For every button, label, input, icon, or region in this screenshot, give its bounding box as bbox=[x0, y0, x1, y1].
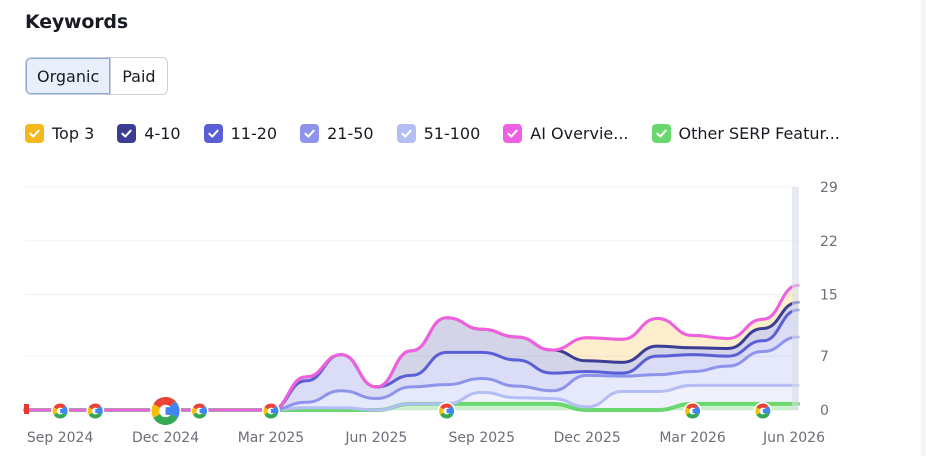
legend-label: 4-10 bbox=[144, 124, 181, 143]
google-update-icon bbox=[261, 402, 280, 420]
x-tick-label: Jun 2026 bbox=[762, 430, 825, 446]
chart-legend: Top 3 4-10 11-20 21-50 51-100 AI Overvie... Ot… bbox=[25, 124, 840, 143]
x-tick-label: Sep 2024 bbox=[27, 430, 94, 446]
legend-item-0[interactable]: Top 3 bbox=[25, 124, 94, 143]
checkmark-icon bbox=[304, 129, 315, 138]
series-area-5 bbox=[25, 285, 798, 410]
checkmark-icon bbox=[207, 129, 219, 138]
section-title: Keywords bbox=[25, 11, 128, 33]
checkmark-icon bbox=[400, 129, 412, 138]
series-area-2 bbox=[25, 336, 798, 410]
legend-item-3[interactable]: 21-50 bbox=[300, 124, 374, 143]
keywords-area-chart: 0 7 15 22 29 Sep 2024 Dec 2024 Mar 2025 Jun 2025… bbox=[23, 180, 838, 446]
x-tick-label: Jun 2025 bbox=[344, 430, 407, 446]
x-tick-label: Dec 2024 bbox=[132, 430, 199, 446]
y-tick-label: 15 bbox=[820, 288, 838, 304]
legend-label: 11-20 bbox=[230, 124, 278, 143]
legend-item-5[interactable]: AI Overvie... bbox=[503, 124, 629, 143]
area-layers bbox=[25, 285, 798, 410]
checkmark-icon bbox=[655, 129, 667, 138]
checkmark-icon bbox=[507, 129, 518, 138]
google-update-icon bbox=[190, 402, 209, 420]
start-marker bbox=[24, 404, 29, 414]
legend-item-6[interactable]: Other SERP Featur... bbox=[651, 124, 840, 143]
checkmark-icon bbox=[121, 129, 132, 138]
x-tick-label: Mar 2025 bbox=[238, 430, 305, 446]
legend-item-2[interactable]: 11-20 bbox=[203, 124, 278, 143]
series-area-4 bbox=[25, 302, 798, 410]
legend-label: 51-100 bbox=[423, 124, 481, 143]
tab-organic[interactable]: Organic bbox=[26, 58, 111, 94]
checkmark-icon bbox=[29, 129, 40, 138]
google-update-icon bbox=[753, 402, 772, 420]
y-tick-label: 29 bbox=[820, 180, 838, 196]
legend-checkbox[interactable] bbox=[396, 124, 416, 143]
x-tick-label: Sep 2025 bbox=[449, 430, 515, 446]
panel-edge bbox=[921, 0, 926, 456]
keywords-type-toggle: Organic Paid bbox=[25, 57, 168, 95]
legend-item-1[interactable]: 4-10 bbox=[117, 124, 181, 143]
series-area-0 bbox=[25, 403, 798, 410]
x-tick-label: Mar 2026 bbox=[659, 430, 726, 446]
legend-label: 21-50 bbox=[327, 124, 374, 143]
legend-checkbox[interactable] bbox=[203, 124, 223, 143]
series-area-1 bbox=[25, 385, 798, 410]
legend-checkbox[interactable] bbox=[651, 124, 671, 143]
legend-item-4[interactable]: 51-100 bbox=[396, 124, 481, 143]
legend-label: Other SERP Featur... bbox=[678, 124, 840, 143]
legend-checkbox[interactable] bbox=[503, 124, 523, 143]
google-update-icon bbox=[437, 402, 456, 420]
legend-checkbox[interactable] bbox=[25, 124, 44, 143]
y-tick-label: 0 bbox=[820, 403, 829, 419]
google-update-icon bbox=[683, 402, 702, 420]
tab-paid[interactable]: Paid bbox=[110, 58, 167, 94]
google-update-icon bbox=[86, 402, 105, 420]
y-tick-label: 7 bbox=[820, 349, 829, 365]
legend-checkbox[interactable] bbox=[117, 124, 137, 143]
google-update-icon bbox=[51, 402, 70, 420]
google-update-icon bbox=[150, 395, 182, 427]
current-period-bar bbox=[792, 187, 799, 410]
legend-label: Top 3 bbox=[52, 124, 95, 143]
legend-checkbox[interactable] bbox=[300, 124, 320, 143]
legend-label: AI Overvie... bbox=[530, 124, 629, 143]
x-tick-label: Dec 2025 bbox=[554, 430, 621, 446]
y-tick-label: 22 bbox=[820, 234, 838, 250]
